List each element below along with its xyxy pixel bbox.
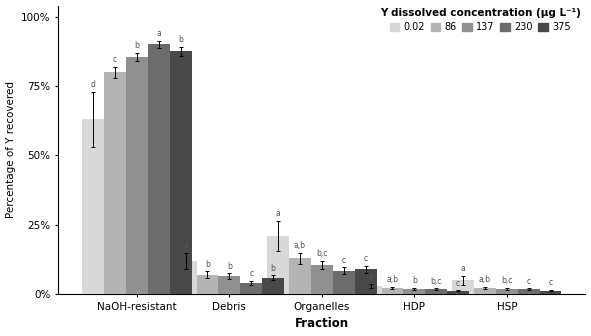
Bar xyxy=(175,261,197,294)
Y-axis label: Percentage of Y recovered: Percentage of Y recovered xyxy=(5,81,15,218)
Bar xyxy=(447,291,469,294)
Bar xyxy=(540,291,561,294)
Text: c: c xyxy=(249,269,254,279)
Text: b: b xyxy=(227,262,232,271)
Text: c: c xyxy=(342,256,346,264)
Text: b: b xyxy=(271,264,275,272)
Text: c: c xyxy=(456,279,460,288)
Text: d: d xyxy=(90,80,96,89)
Text: b: b xyxy=(205,260,210,269)
Text: a: a xyxy=(183,241,188,250)
Bar xyxy=(267,236,289,294)
Bar xyxy=(452,280,474,294)
Bar xyxy=(426,289,447,294)
Bar xyxy=(518,289,540,294)
Bar xyxy=(148,44,170,294)
Bar xyxy=(474,288,496,294)
Bar xyxy=(241,283,262,294)
Text: b,c: b,c xyxy=(501,276,512,285)
Text: b,c: b,c xyxy=(430,277,442,286)
Text: b: b xyxy=(178,35,183,44)
Text: a,b: a,b xyxy=(294,241,306,250)
Text: a,b: a,b xyxy=(387,275,398,284)
Bar xyxy=(219,276,241,294)
Bar xyxy=(262,278,284,294)
Bar xyxy=(126,57,148,294)
X-axis label: Fraction: Fraction xyxy=(295,318,349,330)
Text: c: c xyxy=(363,254,368,263)
Text: a: a xyxy=(276,209,281,218)
Bar xyxy=(360,286,382,294)
Text: c: c xyxy=(548,278,553,287)
Bar xyxy=(311,265,333,294)
Bar xyxy=(197,275,219,294)
Bar xyxy=(382,288,404,294)
Bar xyxy=(496,289,518,294)
Text: b: b xyxy=(134,41,139,50)
Bar xyxy=(404,289,426,294)
Text: c: c xyxy=(527,277,531,286)
Text: a,b: a,b xyxy=(479,275,491,284)
Text: a: a xyxy=(157,29,161,38)
Text: b: b xyxy=(412,276,417,285)
Bar xyxy=(170,51,191,294)
Text: a: a xyxy=(461,264,466,274)
Text: c: c xyxy=(113,55,117,64)
Bar xyxy=(355,269,376,294)
Legend: 0.02, 86, 137, 230, 375: 0.02, 86, 137, 230, 375 xyxy=(379,7,580,32)
Text: a: a xyxy=(368,272,373,281)
Bar xyxy=(82,119,104,294)
Bar xyxy=(333,271,355,294)
Bar xyxy=(104,72,126,294)
Bar xyxy=(289,258,311,294)
Text: b,c: b,c xyxy=(316,249,327,258)
